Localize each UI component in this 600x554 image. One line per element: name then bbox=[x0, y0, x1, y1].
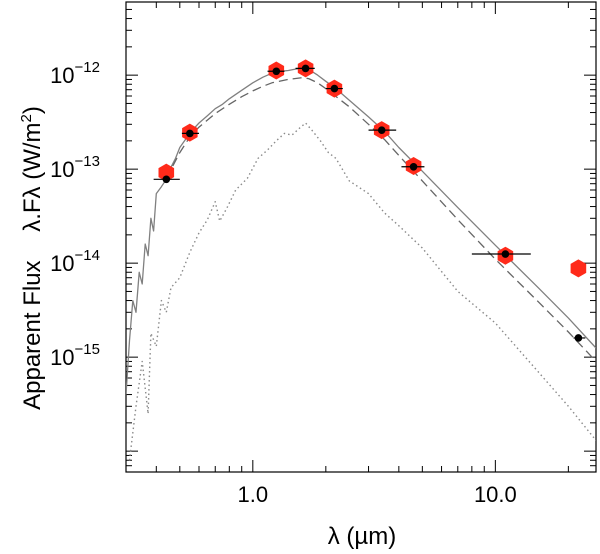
companion-curve bbox=[128, 122, 596, 461]
y-tick-exponent: −15 bbox=[75, 341, 100, 358]
plot-frame bbox=[125, 1, 597, 473]
y-axis-title-main: Apparent Flux bbox=[19, 260, 46, 409]
observed-flux-point bbox=[377, 126, 386, 134]
x-tick-label: 10.0 bbox=[474, 482, 517, 507]
y-tick-exponent: −13 bbox=[75, 153, 100, 170]
observed-flux-point bbox=[162, 175, 171, 184]
y-axis-title: Apparent Flux λ.Fλ (W/m2) bbox=[18, 106, 46, 410]
y-axis-title-units-exp: 2 bbox=[18, 114, 35, 122]
y-tick-base: 10 bbox=[50, 345, 74, 370]
total-model-curve bbox=[126, 67, 596, 395]
y-tick-base: 10 bbox=[50, 251, 74, 276]
observed-flux-point bbox=[501, 250, 510, 258]
observed-flux-point bbox=[186, 129, 194, 138]
axis-ticks bbox=[125, 1, 596, 473]
y-tick-exponent: −12 bbox=[75, 59, 100, 76]
x-tick-label: 1.0 bbox=[238, 482, 269, 507]
model-photometry-marker bbox=[570, 259, 587, 278]
y-tick-label: 10−15 bbox=[50, 341, 100, 370]
y-tick-exponent: −14 bbox=[75, 247, 100, 264]
observed-flux-point bbox=[330, 84, 339, 93]
y-tick-base: 10 bbox=[50, 157, 74, 182]
observed-flux-point bbox=[272, 67, 281, 76]
observed-flux-point bbox=[301, 64, 310, 73]
y-tick-label: 10−12 bbox=[50, 59, 100, 88]
y-tick-base: 10 bbox=[50, 63, 74, 88]
model-photometry-marker bbox=[158, 163, 175, 182]
observed-flux-point bbox=[574, 334, 583, 342]
y-tick-label: 10−13 bbox=[50, 153, 100, 182]
photosphere-curve bbox=[165, 77, 596, 362]
y-axis-title-units: λ.Fλ (W/m bbox=[19, 122, 46, 231]
model-curves bbox=[126, 67, 596, 461]
y-axis-title-units-close: ) bbox=[19, 106, 46, 114]
data-markers bbox=[153, 59, 587, 342]
y-tick-label: 10−14 bbox=[50, 247, 100, 276]
observed-flux-point bbox=[409, 162, 418, 171]
x-axis-title: λ (µm) bbox=[328, 523, 396, 550]
